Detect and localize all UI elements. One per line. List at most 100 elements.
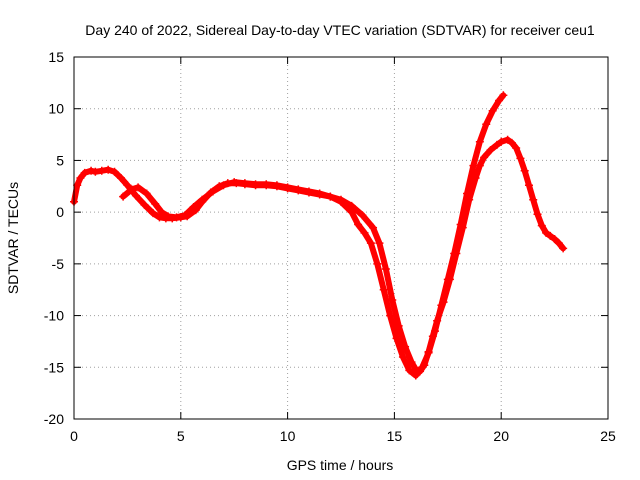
data-point (430, 327, 439, 336)
data-point (315, 189, 324, 198)
y-tick-label: -5 (52, 256, 65, 272)
data-point (80, 168, 89, 177)
series-markers-secondary (119, 91, 508, 380)
data-point (358, 211, 367, 220)
grid-lines (74, 57, 608, 419)
data-point (157, 208, 166, 217)
data-point (524, 181, 533, 190)
data-point (486, 146, 495, 155)
data-point (151, 199, 160, 208)
data-point (488, 106, 497, 115)
data-point (373, 259, 382, 268)
y-tick-label: 15 (48, 49, 64, 65)
data-point (456, 220, 465, 229)
data-point (155, 213, 164, 222)
data-point (262, 180, 271, 189)
data-point (87, 166, 96, 175)
data-point (381, 265, 390, 274)
data-point (172, 213, 181, 222)
data-point (304, 187, 313, 196)
data-point (127, 185, 136, 194)
data-point (480, 153, 489, 162)
x-tick-label: 25 (600, 428, 616, 444)
data-point (550, 235, 559, 244)
data-point (520, 166, 529, 175)
data-point (189, 202, 198, 211)
data-point (272, 181, 281, 190)
data-point (388, 296, 397, 305)
data-point (119, 192, 128, 201)
data-point (142, 189, 151, 198)
data-point (507, 138, 516, 147)
data-point (104, 165, 113, 174)
data-point (529, 195, 538, 204)
x-tick-label: 10 (280, 428, 296, 444)
data-point (424, 348, 433, 357)
data-point (116, 174, 125, 183)
data-point (366, 239, 375, 248)
data-point (326, 192, 335, 201)
x-tick-label: 5 (177, 428, 185, 444)
data-point (475, 137, 484, 146)
data-point (542, 228, 551, 237)
data-point (369, 223, 378, 232)
data-point (123, 181, 132, 190)
x-tick-label: 20 (493, 428, 509, 444)
data-point (398, 352, 407, 361)
data-point (463, 189, 472, 198)
y-axis-label: SDTVAR / TECUs (5, 182, 21, 294)
data-point (512, 144, 521, 153)
data-point (492, 140, 501, 149)
data-point (294, 185, 303, 194)
data-point (219, 181, 228, 190)
data-point (337, 197, 345, 206)
data-point (537, 221, 546, 230)
data-point (533, 210, 542, 219)
data-point (181, 211, 190, 220)
y-tick-label: 5 (56, 152, 64, 168)
data-point (411, 371, 420, 380)
data-point (360, 228, 369, 237)
y-tick-label: -20 (44, 411, 64, 427)
data-point (375, 239, 384, 248)
data-point (546, 231, 555, 240)
data-series (70, 91, 568, 380)
data-point (230, 178, 239, 187)
data-point (240, 179, 249, 188)
data-point (283, 183, 292, 192)
data-point (407, 358, 416, 367)
data-point (163, 212, 172, 221)
data-point (208, 187, 217, 196)
data-point (76, 174, 85, 183)
data-point (503, 135, 512, 144)
data-point (347, 208, 356, 217)
data-point (499, 91, 508, 100)
y-tick-label: 0 (56, 204, 64, 220)
data-point (405, 366, 414, 375)
data-point (251, 180, 260, 189)
x-axis-label: GPS time / hours (287, 457, 394, 473)
data-point (134, 183, 143, 192)
data-point (469, 161, 478, 170)
axis-ticks: 0 5 10 15 20 25 -20 -15 -10 -5 0 5 10 15 (44, 49, 616, 444)
y-tick-label: -10 (44, 308, 64, 324)
data-point (450, 249, 459, 258)
data-point (131, 191, 140, 200)
data-point (140, 200, 149, 209)
data-point (482, 120, 491, 129)
data-point (110, 167, 119, 176)
data-point (149, 209, 158, 218)
data-point (437, 301, 446, 310)
data-point (97, 166, 106, 175)
chart-title: Day 240 of 2022, Sidereal Day-to-day VTE… (85, 22, 595, 38)
y-tick-label: 10 (48, 101, 64, 117)
y-tick-label: -15 (44, 359, 64, 375)
data-point (379, 285, 388, 294)
data-point (516, 154, 525, 163)
data-point (418, 363, 427, 372)
data-point (497, 137, 506, 146)
x-tick-label: 0 (70, 428, 78, 444)
plot-frame (73, 56, 609, 420)
